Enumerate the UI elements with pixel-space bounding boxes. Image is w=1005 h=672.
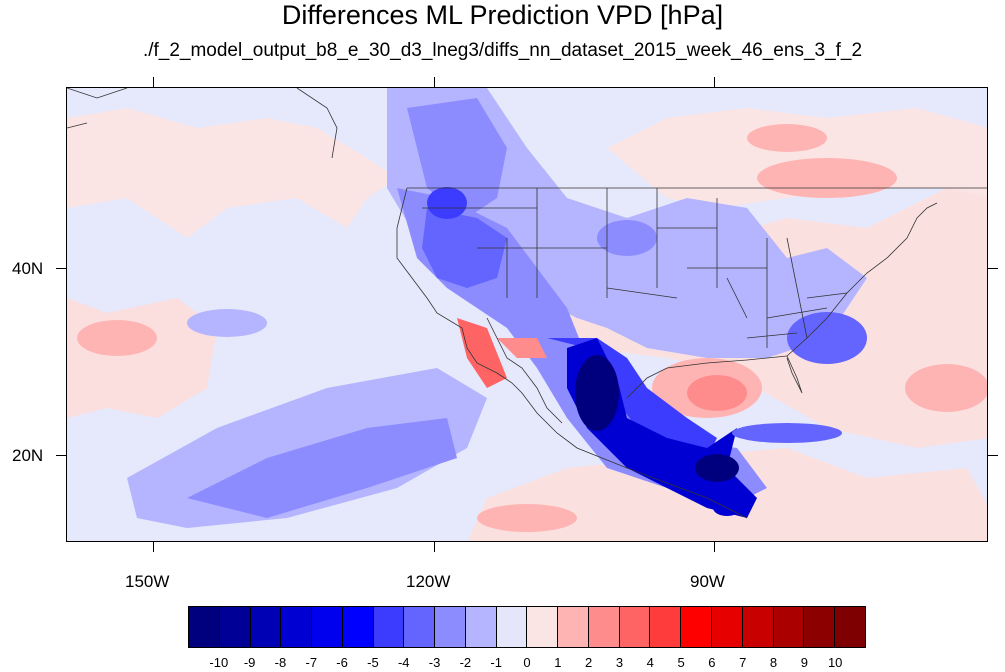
- y-tick-major-20n-right: [988, 455, 998, 457]
- colorbar-box-3: [281, 607, 313, 647]
- x-axis-label-150w: 150W: [125, 572, 170, 591]
- colorbar-box-6: [373, 607, 405, 647]
- colorbar-box-4: [312, 607, 343, 647]
- colorbar-tick-label: 6: [708, 655, 716, 670]
- colorbar-tick-label: -5: [367, 655, 379, 670]
- colorbar-tick-label: 4: [646, 655, 654, 670]
- colorbar-box-10: [496, 607, 528, 647]
- colorbar-tick-label: -7: [305, 655, 318, 670]
- colorbar-tick-label: 9: [800, 655, 808, 670]
- x-axis-label-120w: 120W: [406, 572, 451, 591]
- y-tick-major-40n-left: [56, 268, 66, 270]
- colorbar-tick-label: -2: [459, 655, 472, 670]
- colorbar-tick-label: 1: [554, 655, 562, 670]
- colorbar-box-2: [250, 607, 282, 647]
- colorbar-tick-label: -4: [397, 655, 410, 670]
- colorbar-tick-label: -8: [274, 655, 287, 670]
- colorbar-box-15: [650, 607, 682, 647]
- map-title: Differences ML Prediction VPD [hPa]: [281, 0, 724, 30]
- x-tick-major-150w: [153, 542, 155, 552]
- colorbar-tick-label: 3: [615, 655, 624, 670]
- colorbar-box-5: [342, 607, 374, 647]
- colorbar-box-9: [465, 607, 497, 647]
- x-tick-major-120w: [434, 542, 436, 552]
- colorbar-box-18: [742, 607, 774, 647]
- colorbar-box-7: [404, 607, 436, 647]
- colorbar-box-8: [435, 607, 466, 647]
- x-tick-major-90w-top: [714, 77, 716, 87]
- colorbar-tick-label: -10: [209, 655, 229, 670]
- colorbar-box-21: [835, 607, 865, 647]
- colorbar-box-17: [712, 607, 743, 647]
- colorbar-tick-label: 2: [585, 655, 593, 670]
- colorbar-tick-label: 8: [769, 655, 778, 670]
- colorbar-tick-label: -9: [243, 655, 256, 670]
- colorbar-box-13: [588, 607, 620, 647]
- vpd-difference-field: [67, 88, 987, 541]
- y-axis-label-20n: 20N: [12, 446, 44, 465]
- colorbar-box-20: [804, 607, 836, 647]
- colorbar-box-19: [773, 607, 805, 647]
- colorbar-tick-label: -3: [428, 655, 441, 670]
- colorbar-tick-label: -1: [490, 655, 502, 670]
- colorbar-tick-label: 5: [677, 655, 685, 670]
- map-subtitle: ./f_2_model_output_b8_e_30_d3_lneg3/diff…: [142, 40, 863, 61]
- colorbar: [188, 606, 866, 648]
- colorbar-box-0: [189, 607, 220, 647]
- colorbar-box-11: [527, 607, 559, 647]
- colorbar-tick-label: 0: [523, 655, 531, 670]
- y-tick-major-40n-right: [988, 268, 998, 270]
- colorbar-tick-label: 10: [827, 655, 843, 670]
- colorbar-tick-label: -6: [336, 655, 348, 670]
- colorbar-box-1: [219, 607, 251, 647]
- y-tick-major-20n-left: [56, 455, 66, 457]
- map-panel: [66, 87, 988, 542]
- colorbar-box-12: [558, 607, 589, 647]
- x-axis-label-90w: 90W: [690, 572, 725, 591]
- x-tick-major-120w-top: [434, 77, 436, 87]
- y-axis-label-40n: 40N: [12, 259, 44, 278]
- x-tick-major-150w-top: [153, 77, 155, 87]
- colorbar-tick-label: 7: [739, 655, 747, 670]
- x-tick-major-90w: [714, 542, 716, 552]
- colorbar-box-14: [619, 607, 651, 647]
- colorbar-box-16: [681, 607, 713, 647]
